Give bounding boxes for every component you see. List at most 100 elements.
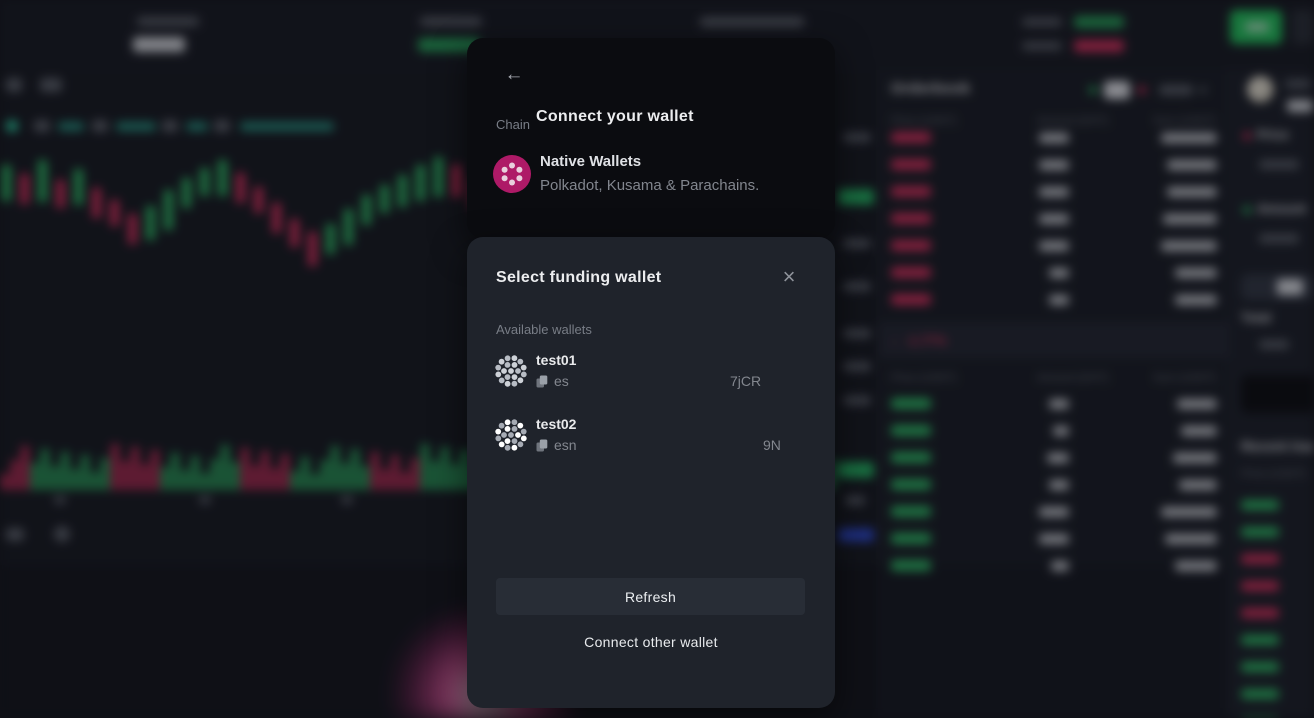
price-field-label: Price [1257,127,1289,142]
settings-icon [54,526,70,542]
asks-toggle-dot-icon [1138,86,1146,94]
col-amount: Amount (DOT) [1036,115,1109,127]
volume-bar [111,444,119,490]
ask-sum-blob [1161,241,1217,251]
candle [74,169,83,205]
native-wallets-description: Polkadot, Kusama & Parachains. [540,177,760,194]
volume-bar [411,458,419,490]
bid-price-blob [891,452,931,463]
wallet-name: test01 [536,352,577,368]
col-sum: Sum (USDT) [1153,115,1216,127]
volume-bar [341,463,349,490]
volume-bar [31,463,39,490]
select-funding-wallet-modal: Select funding wallet × Available wallet… [467,237,835,708]
time-tick-blob [341,496,353,504]
candle [164,190,173,230]
bid-price-badge [838,462,874,478]
bid-price-blob [891,560,931,571]
bid-sum-blob [1175,561,1217,571]
volume-bar [121,461,129,490]
bid-amount-blob [1049,480,1069,490]
trade-price-blob [1241,635,1279,645]
connect-wallet-modal: ← Connect your wallet Chain Native Walle… [467,38,835,238]
candle [92,188,101,218]
volume-bar [361,466,369,490]
trade-price-blob [1241,581,1279,591]
copy-icon[interactable] [536,375,548,388]
volume-bar [251,465,259,490]
amount-input-blob [1259,234,1299,243]
candle [128,214,137,244]
orderbook-header-row: Price (USDT) Amount (DOT) Sum (USDT) [891,372,1216,384]
bid-sum-blob [1173,453,1217,463]
submit-order-button [1241,375,1314,413]
bid-sum-blob [1179,480,1217,490]
candle [398,175,407,207]
col-price: Price (USDT) [891,115,957,127]
wallet-row-test01[interactable]: test01 es 7jCR [494,352,794,396]
wallet-row-test02[interactable]: test02 esn 9N [494,416,794,460]
ask-price-blob [891,267,931,278]
high-value-blob [1074,16,1124,28]
wallet-address: es [536,373,716,389]
refresh-button[interactable]: Refresh [496,578,805,615]
volume-bar [141,464,149,490]
wallet-address-start: es [554,373,569,389]
ask-price-blob [891,186,931,197]
bid-price-blob [891,533,931,544]
pair-label-blob [137,17,199,26]
bid-price-blob [891,398,931,409]
menu-button [1292,10,1314,44]
volume-bar [151,450,159,490]
ask-price-blob [891,132,931,143]
candle [326,224,335,254]
volume-label-blob [420,17,482,26]
volume-bar [131,447,139,490]
price-tick-blob [843,329,871,338]
chevron-down-icon [1199,87,1207,93]
bid-amount-blob [1039,534,1069,544]
spread-change: -1.77% [905,332,947,348]
volume-bar [101,458,109,490]
volume-bar [401,472,409,490]
price-tick-blob [845,496,865,505]
copy-icon[interactable] [536,439,548,452]
change-value-blob [418,38,480,52]
bid-sum-blob [1165,534,1217,544]
orderbook-header-row: Price (USDT) Amount (DOT) Sum (USDT) [891,115,1216,127]
connect-other-wallet-link[interactable]: Connect other wallet [584,634,718,650]
orderbook-title: Orderbook [891,80,971,97]
candle [38,160,47,202]
wallet-address-end: 9N [763,437,781,453]
candle [146,206,155,240]
available-wallets-label: Available wallets [496,322,592,337]
candle [452,165,461,197]
volume-bar [301,457,309,490]
volume-bar [261,451,269,490]
volume-bar [191,456,199,490]
volume-bar [91,472,99,490]
candle [182,178,191,208]
volume-bar [211,459,219,490]
price-dot-icon [1243,132,1251,140]
spread-arrow-icon: ↓ [891,332,898,348]
back-arrow-icon[interactable]: ← [504,64,524,85]
volume-bar [351,449,359,490]
price-tick-blob [843,239,871,248]
candle [272,203,281,233]
close-icon[interactable]: × [782,264,796,289]
ask-amount-blob [1039,160,1069,170]
col-amount: Amount (DOT) [1036,372,1109,384]
volume-bar [331,446,339,490]
bids-toggle-dot-icon [1089,86,1097,94]
legend-blob [162,120,178,132]
primary-action-button [1230,10,1282,44]
volume-bar [441,447,449,490]
trade-price-blob [1241,554,1279,564]
volume-bar [11,460,19,490]
ask-price-blob [891,240,931,251]
volume-bar [461,450,469,490]
trade-price-blob [1241,500,1279,510]
account-avatar [1247,76,1274,103]
